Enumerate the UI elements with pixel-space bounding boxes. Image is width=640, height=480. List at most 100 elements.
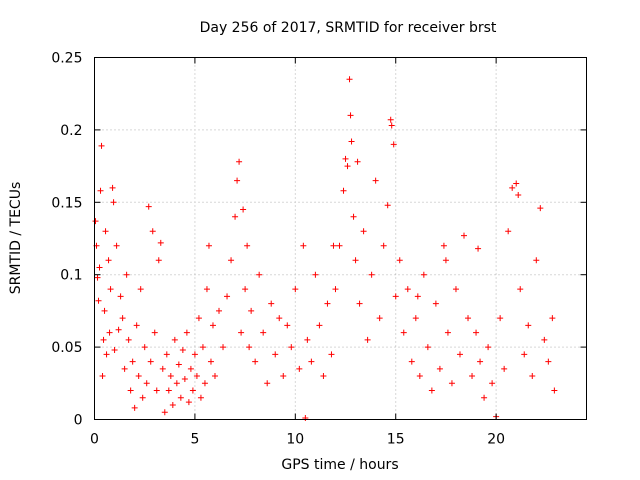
data-point [94, 274, 101, 281]
data-point [153, 387, 160, 394]
data-point [312, 271, 319, 278]
data-point [169, 402, 176, 409]
plot-border [94, 57, 587, 420]
data-point [481, 394, 488, 401]
data-point [390, 141, 397, 148]
data-point [360, 228, 367, 235]
data-point [117, 293, 124, 300]
data-point [356, 300, 363, 307]
data-point [473, 329, 480, 336]
data-point [205, 242, 212, 249]
data-point [95, 297, 102, 304]
data-point [92, 218, 99, 225]
data-point [414, 293, 421, 300]
data-point [135, 373, 142, 380]
data-point [106, 329, 113, 336]
x-tick-label: 15 [387, 432, 405, 448]
data-point [347, 112, 354, 119]
data-point [203, 286, 210, 293]
data-point [304, 336, 311, 343]
data-point [123, 271, 130, 278]
data-point [272, 351, 279, 358]
data-point [545, 358, 552, 365]
data-point [252, 358, 259, 365]
data-point [139, 394, 146, 401]
data-point [408, 358, 415, 365]
data-point [549, 315, 556, 322]
data-point [489, 380, 496, 387]
data-point [109, 184, 116, 191]
data-point [533, 257, 540, 264]
data-point [110, 199, 117, 206]
data-point [296, 365, 303, 372]
y-tick-label: 0.2 [60, 123, 82, 139]
data-point [234, 177, 241, 184]
data-point [308, 358, 315, 365]
data-point [171, 336, 178, 343]
data-point [268, 300, 275, 307]
data-point [404, 286, 411, 293]
data-point [432, 300, 439, 307]
data-point [412, 315, 419, 322]
data-point [440, 242, 447, 249]
chart-title: Day 256 of 2017, SRMTID for receiver brs… [200, 20, 497, 36]
data-point [264, 380, 271, 387]
data-point [387, 116, 394, 123]
data-point [354, 158, 361, 165]
data-point [551, 387, 558, 394]
data-point [207, 358, 214, 365]
x-tick-label: 0 [90, 432, 99, 448]
data-point [181, 375, 188, 382]
data-point [420, 271, 427, 278]
data-point [501, 365, 508, 372]
data-point [348, 138, 355, 145]
data-point [183, 329, 190, 336]
y-tick-label: 0 [74, 413, 83, 429]
data-point [131, 404, 138, 411]
data-point [216, 307, 223, 314]
data-point [240, 206, 247, 213]
data-point [98, 142, 105, 149]
y-tick-label: 0.25 [51, 51, 82, 67]
data-point [100, 336, 107, 343]
data-point [515, 192, 522, 199]
data-point [111, 346, 118, 353]
x-tick-label: 5 [190, 432, 199, 448]
data-point [442, 257, 449, 264]
data-point [346, 76, 353, 83]
data-point [97, 187, 104, 194]
grid-lines [94, 57, 587, 420]
data-point [99, 373, 106, 380]
data-point [436, 365, 443, 372]
data-point [161, 409, 168, 416]
data-point [256, 271, 263, 278]
data-point [336, 242, 343, 249]
data-point [187, 365, 194, 372]
data-point [121, 365, 128, 372]
data-point [302, 415, 309, 422]
data-point [246, 344, 253, 351]
data-point [177, 394, 184, 401]
data-point [129, 358, 136, 365]
data-point [280, 373, 287, 380]
data-point [238, 329, 245, 336]
data-point [143, 380, 150, 387]
data-point [167, 373, 174, 380]
data-point [193, 373, 200, 380]
data-point [384, 202, 391, 209]
data-point [344, 163, 351, 170]
data-point [199, 344, 206, 351]
data-point [276, 315, 283, 322]
data-point [151, 329, 158, 336]
data-point [340, 187, 347, 194]
data-point [332, 286, 339, 293]
data-point [185, 399, 192, 406]
data-point [189, 387, 196, 394]
y-tick-label: 0.1 [60, 268, 82, 284]
data-point [505, 228, 512, 235]
data-point [300, 242, 307, 249]
data-point [521, 351, 528, 358]
data-point [149, 228, 156, 235]
data-point [372, 177, 379, 184]
data-point [102, 228, 109, 235]
